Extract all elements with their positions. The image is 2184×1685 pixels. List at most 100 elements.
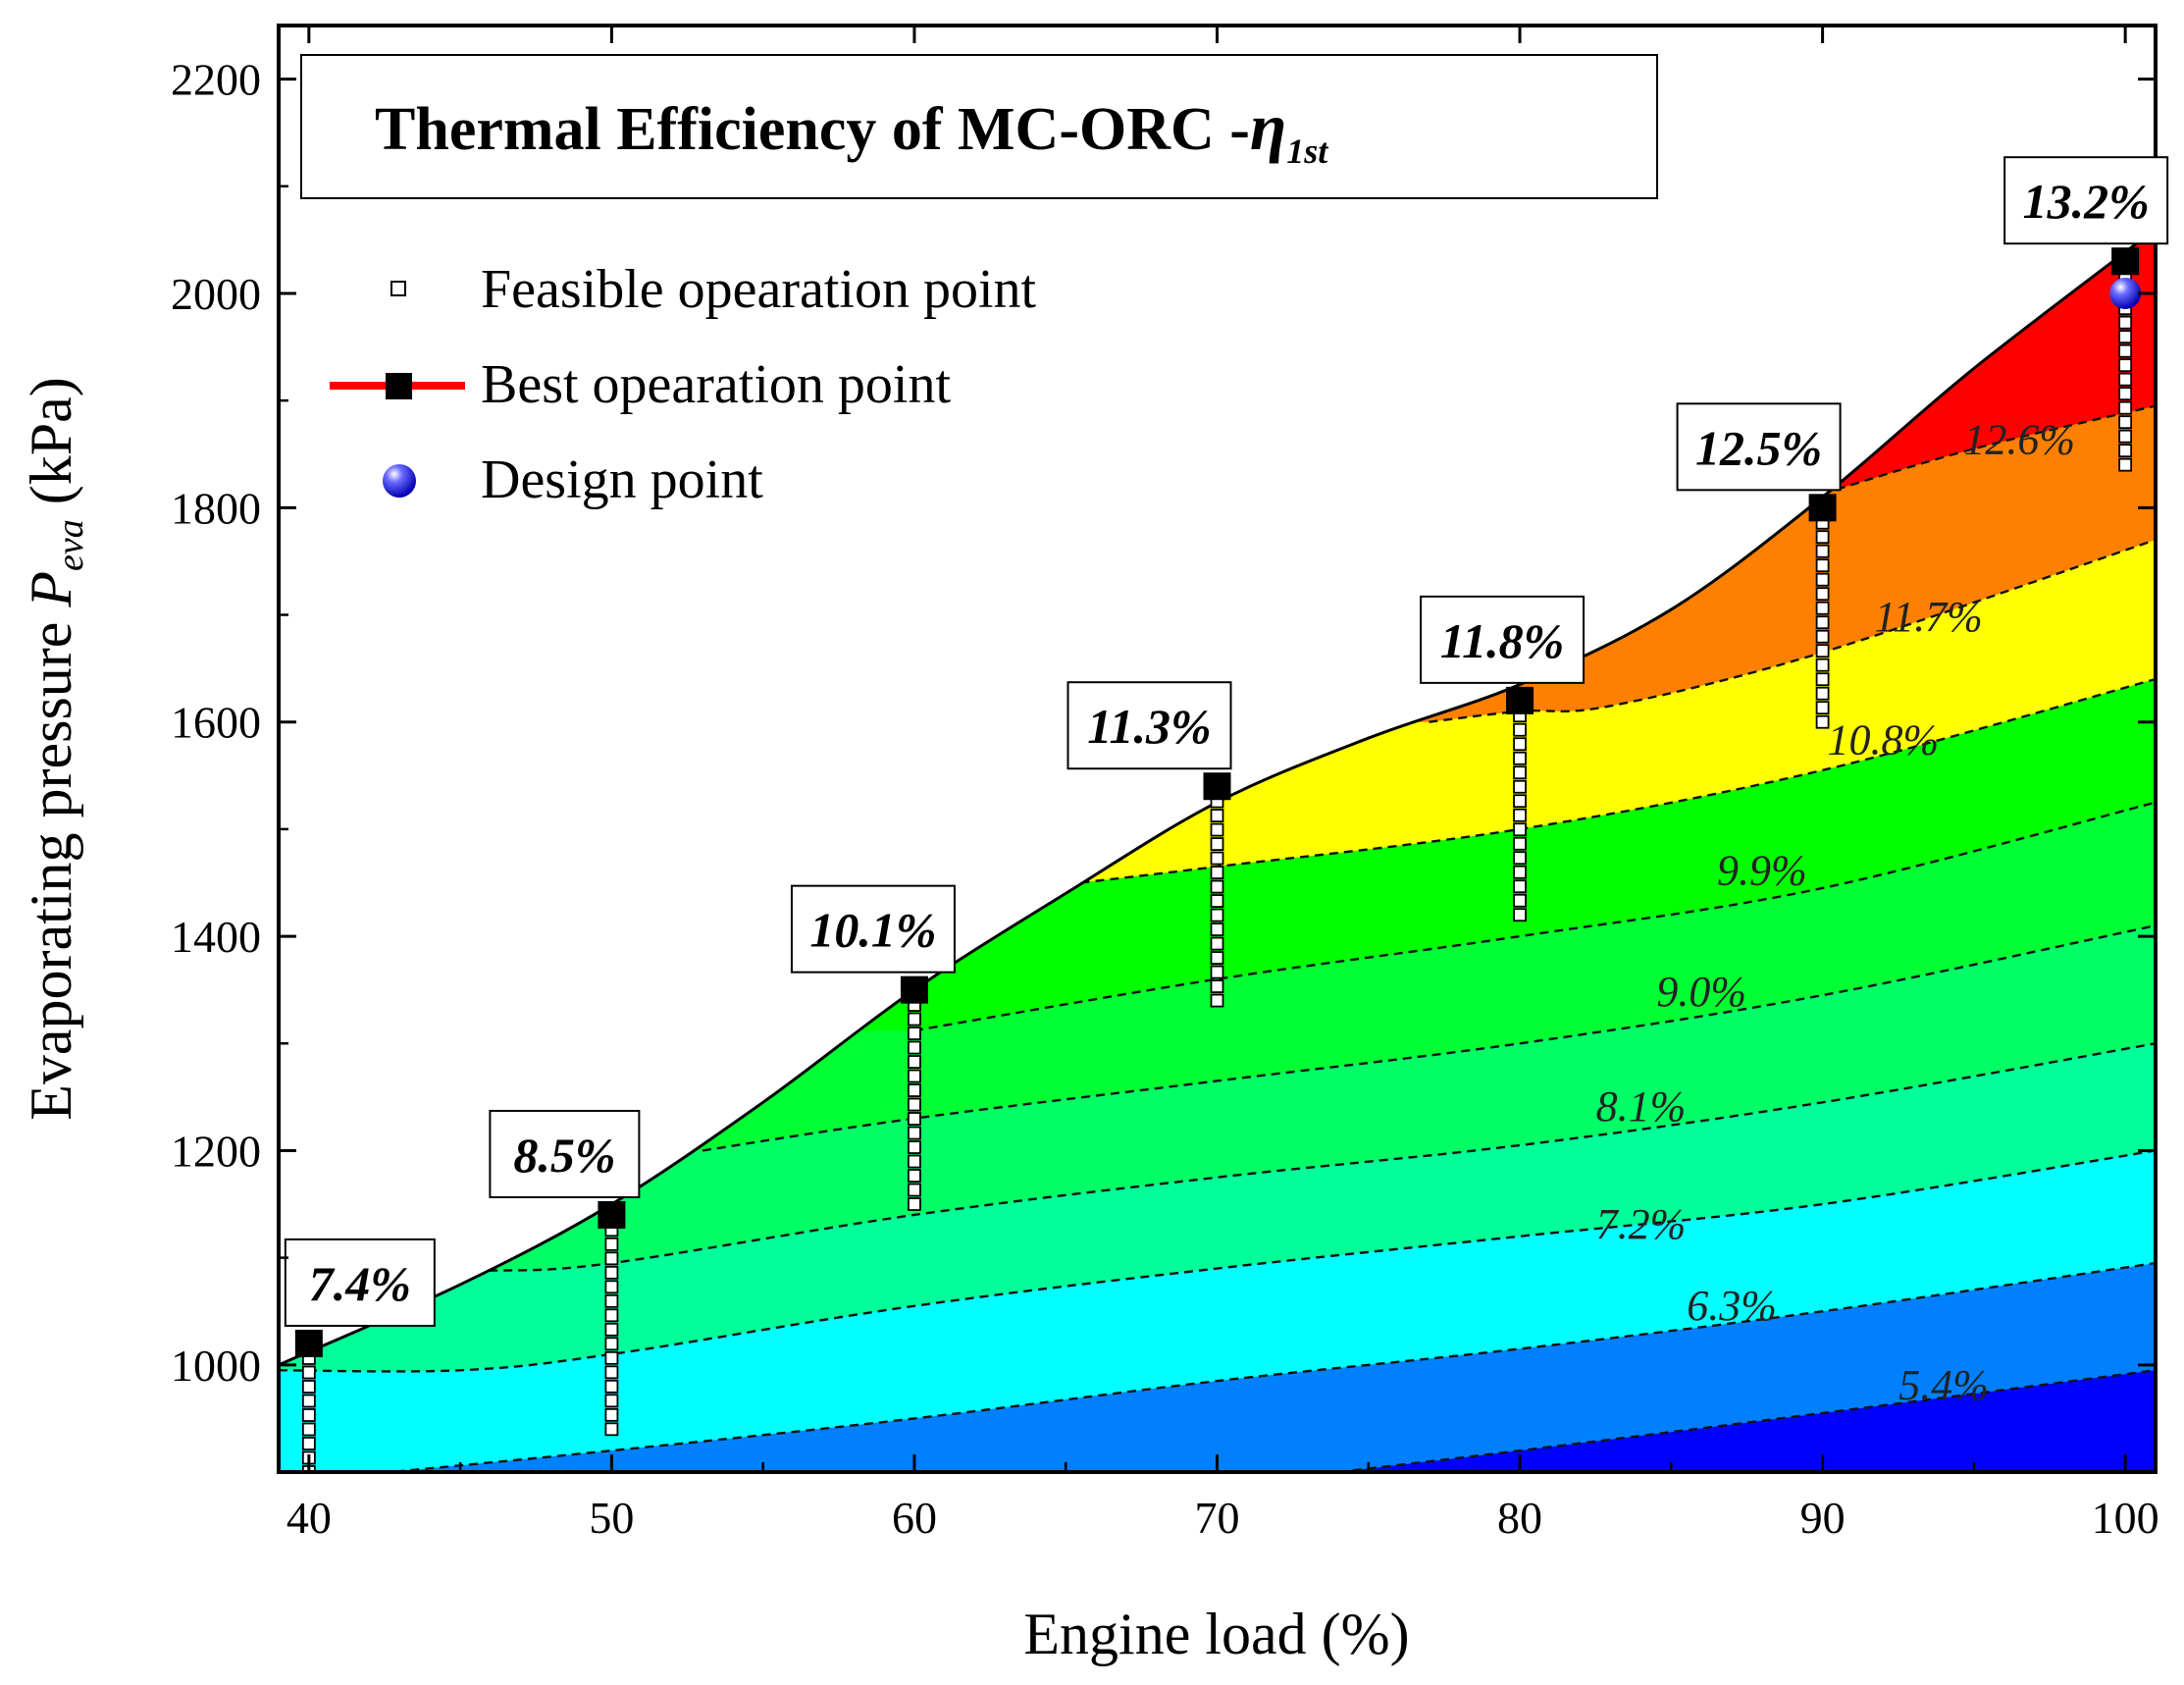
best-point: [900, 975, 928, 1004]
feasible-point: [1513, 836, 1527, 851]
legend-item-best: Best opearation point: [330, 354, 951, 415]
feasible-point: [908, 1097, 921, 1112]
feasible-point: [301, 1437, 316, 1450]
feasible-point: [1513, 751, 1527, 765]
contour-label: 7.2%: [1596, 1200, 1687, 1248]
legend-label-best: Best opearation point: [481, 354, 951, 415]
value-label-frame: [1066, 681, 1232, 770]
feasible-point: [1210, 822, 1224, 837]
feasible-point: [908, 1112, 921, 1126]
contour-label: 10.8%: [1827, 715, 1939, 764]
feasible-point: [604, 1293, 619, 1308]
feasible-point: [908, 1012, 921, 1027]
title-box: Thermal Efficiency of MC-ORC -η1st: [300, 54, 1658, 199]
contour-label: 6.3%: [1687, 1282, 1777, 1330]
contour-label: 9.9%: [1717, 847, 1807, 895]
design-point: [2109, 277, 2142, 309]
contour-label: 9.0%: [1656, 968, 1746, 1016]
contour-line-0: [1337, 1369, 2156, 1472]
x-axis-title: Engine load (%): [1023, 1602, 1409, 1666]
feasible-point: [1210, 837, 1224, 851]
feasible-point: [301, 1422, 316, 1437]
feasible-point: [1210, 922, 1224, 936]
y-tick-label: 1600: [171, 698, 261, 748]
feasible-point: [908, 1197, 921, 1211]
y-tick-label: 1800: [171, 483, 261, 533]
value-label: 7.4%: [309, 1256, 411, 1311]
value-label-frame: [489, 1109, 641, 1198]
value-label: 12.5%: [1695, 420, 1822, 475]
feasible-point: [1815, 672, 1830, 687]
feasible-point: [1513, 908, 1527, 922]
feasible-point: [908, 1027, 921, 1040]
value-label-frame: [1420, 595, 1586, 684]
feasible-point: [1513, 865, 1527, 879]
feasible-point: [2118, 400, 2133, 415]
value-label: 11.8%: [1440, 613, 1564, 668]
feasible-point: [1210, 965, 1224, 979]
best-point: [1808, 494, 1837, 522]
feasible-point: [604, 1350, 619, 1365]
x-tick-label: 40: [286, 1493, 332, 1543]
contour-labels: 5.4% 6.3%7.2% 8.1% 9.0% 9.9% 10.8% 11.7% 12.6%: [1596, 416, 2075, 1409]
feasible-point: [1815, 558, 1830, 573]
feasible-point: [908, 1069, 921, 1083]
best-point: [2111, 247, 2140, 276]
y-tick-label: 2200: [171, 55, 261, 105]
legend-item-design: Design point: [383, 449, 763, 510]
x-tick-label: 90: [1800, 1493, 1846, 1543]
feasible-point: [301, 1380, 316, 1394]
contour-line-8: [1822, 404, 2156, 496]
best-point: [598, 1200, 626, 1229]
x-axis-ticks: 40 50 60 70 80 90 100: [286, 26, 2159, 1543]
feasible-point: [2118, 330, 2133, 344]
feasible-point: [1513, 893, 1527, 908]
feasible-point: [301, 1365, 316, 1380]
feasible-point: [2118, 429, 2133, 444]
legend: Feasible opearation point Best opearatio…: [330, 259, 1037, 510]
feasible-point: [908, 1040, 921, 1055]
efficiency-value-labels: 7.4% 8.5% 10.1% 11.3% 11.8% 12.5% 13.2%: [284, 156, 2169, 1327]
feasible-point: [1210, 809, 1224, 822]
feasible-point: [1815, 601, 1830, 615]
open-square-icon: [390, 281, 406, 296]
feasible-point: [301, 1394, 316, 1408]
legend-item-feasible: Feasible opearation point: [390, 259, 1037, 320]
feasible-point: [1210, 993, 1224, 1008]
value-label-box: 11.8%: [1420, 595, 1586, 684]
contour-line-2: [279, 1149, 2156, 1373]
feasible-point: [604, 1308, 619, 1323]
contour-line-1: [279, 1261, 2156, 1472]
feasible-point: [604, 1237, 619, 1251]
feasible-point: [908, 1083, 921, 1097]
feasible-point: [604, 1365, 619, 1380]
feasible-point: [1513, 808, 1527, 822]
value-label-box: 10.1%: [790, 884, 956, 974]
y-axis-title: Evaporating pressure Peva (kPa): [19, 377, 91, 1121]
value-label: 8.5%: [513, 1128, 615, 1183]
feasible-point: [1513, 765, 1527, 780]
feasible-point: [1513, 722, 1527, 737]
value-label-frame: [1676, 402, 1842, 492]
x-tick-label: 100: [2092, 1493, 2159, 1543]
value-label: 13.2%: [2023, 174, 2150, 229]
value-label-frame: [790, 884, 956, 974]
feasible-point: [1513, 737, 1527, 752]
feasible-point: [1815, 714, 1830, 729]
feasible-point: [2118, 387, 2133, 401]
value-label-box: 8.5%: [489, 1109, 641, 1198]
contour-label: 12.6%: [1963, 416, 2075, 464]
best-point: [1506, 686, 1534, 714]
x-tick-label: 70: [1195, 1493, 1240, 1543]
chart-title: Thermal Efficiency of MC-ORC -η1st: [375, 89, 1328, 171]
contour-line-7: [1429, 538, 2156, 723]
x-tick-label: 60: [892, 1493, 937, 1543]
feasible-point: [908, 1140, 921, 1154]
y-axis-ticks: 1000 1200 1400 1600 1800 2000 2200: [171, 55, 2156, 1474]
feasible-point: [604, 1322, 619, 1337]
feasible-point: [1513, 879, 1527, 894]
feasible-point: [1210, 879, 1224, 894]
feasible-point: [604, 1407, 619, 1422]
feasible-point: [1815, 587, 1830, 602]
